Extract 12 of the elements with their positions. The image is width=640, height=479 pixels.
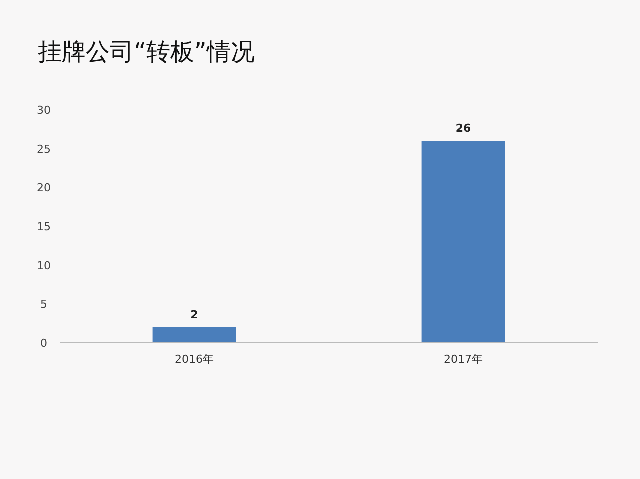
x-tick-label: 2016年 xyxy=(175,353,214,366)
y-tick-label: 30 xyxy=(37,104,51,117)
data-label: 26 xyxy=(456,122,472,136)
y-tick-label: 10 xyxy=(37,259,51,272)
chart-title: 挂牌公司“转板”情况 xyxy=(38,38,255,66)
data-label: 2 xyxy=(190,308,198,322)
y-tick-label: 20 xyxy=(37,182,51,195)
x-tick-label: 2017年 xyxy=(444,353,483,366)
y-tick-label: 5 xyxy=(40,298,48,312)
y-tick-label: 25 xyxy=(37,142,51,156)
y-tick-label: 15 xyxy=(37,220,51,234)
y-tick-label: 0 xyxy=(40,337,48,350)
